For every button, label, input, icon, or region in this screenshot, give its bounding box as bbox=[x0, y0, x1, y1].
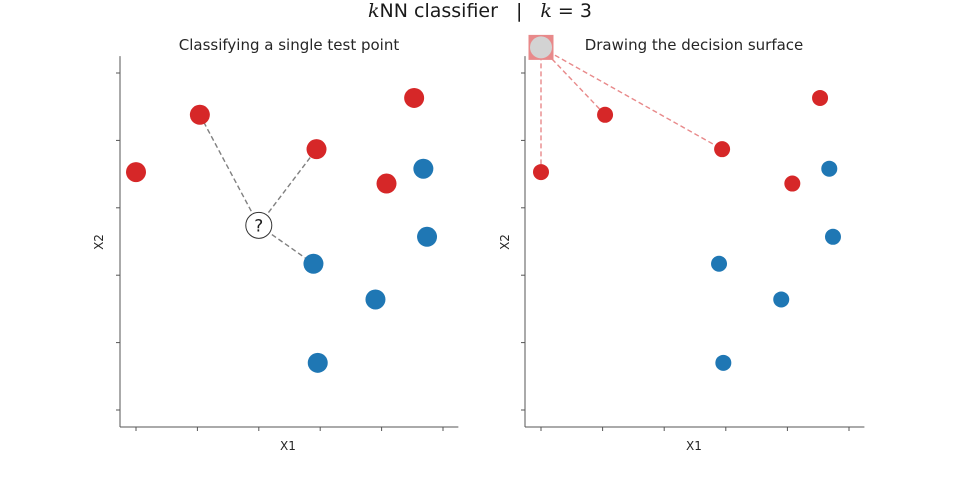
right-point-red bbox=[714, 141, 731, 158]
left-point-blue bbox=[413, 158, 434, 179]
right-point-red bbox=[533, 164, 549, 181]
left-point-blue bbox=[417, 226, 438, 247]
right-point-red bbox=[812, 89, 829, 106]
right-point-blue bbox=[824, 228, 841, 245]
left-point-red bbox=[306, 139, 327, 160]
left-point-red bbox=[126, 162, 146, 183]
right-point-blue bbox=[773, 291, 790, 308]
right-panel-title: Drawing the decision surface bbox=[584, 36, 804, 54]
right-query-point bbox=[530, 36, 552, 59]
title-k-param: k bbox=[540, 0, 552, 22]
left-point-blue bbox=[365, 289, 386, 310]
left-xlabel: X1 bbox=[280, 439, 296, 453]
left-point-red bbox=[189, 104, 210, 125]
right-point-blue bbox=[715, 354, 732, 371]
left-neighbor-line bbox=[199, 114, 260, 226]
title-separator: | bbox=[515, 0, 523, 22]
right-neighbor-line bbox=[540, 46, 723, 150]
left-query-label: ? bbox=[254, 216, 263, 236]
right-xlabel: X1 bbox=[686, 439, 702, 453]
left-point-red bbox=[376, 173, 397, 194]
left-query-point bbox=[245, 211, 273, 239]
left-point-blue bbox=[303, 253, 324, 274]
left-panel-title: Classifying a single test point bbox=[178, 36, 400, 54]
right-point-blue bbox=[711, 255, 728, 272]
left-plot: ? bbox=[116, 56, 459, 431]
title-classifier-text: NN classifier bbox=[379, 0, 498, 22]
right-point-blue bbox=[821, 160, 838, 177]
left-point-blue bbox=[307, 352, 328, 373]
left-point-red bbox=[404, 87, 425, 108]
right-plot bbox=[521, 34, 865, 431]
right-point-red bbox=[784, 175, 801, 192]
title-k-italic: k bbox=[368, 0, 380, 22]
title-k-value: = 3 bbox=[557, 0, 592, 22]
left-neighbor-line bbox=[258, 148, 318, 226]
right-point-red bbox=[597, 106, 614, 123]
figure-title: kNN classifier | k = 3 bbox=[0, 0, 960, 24]
